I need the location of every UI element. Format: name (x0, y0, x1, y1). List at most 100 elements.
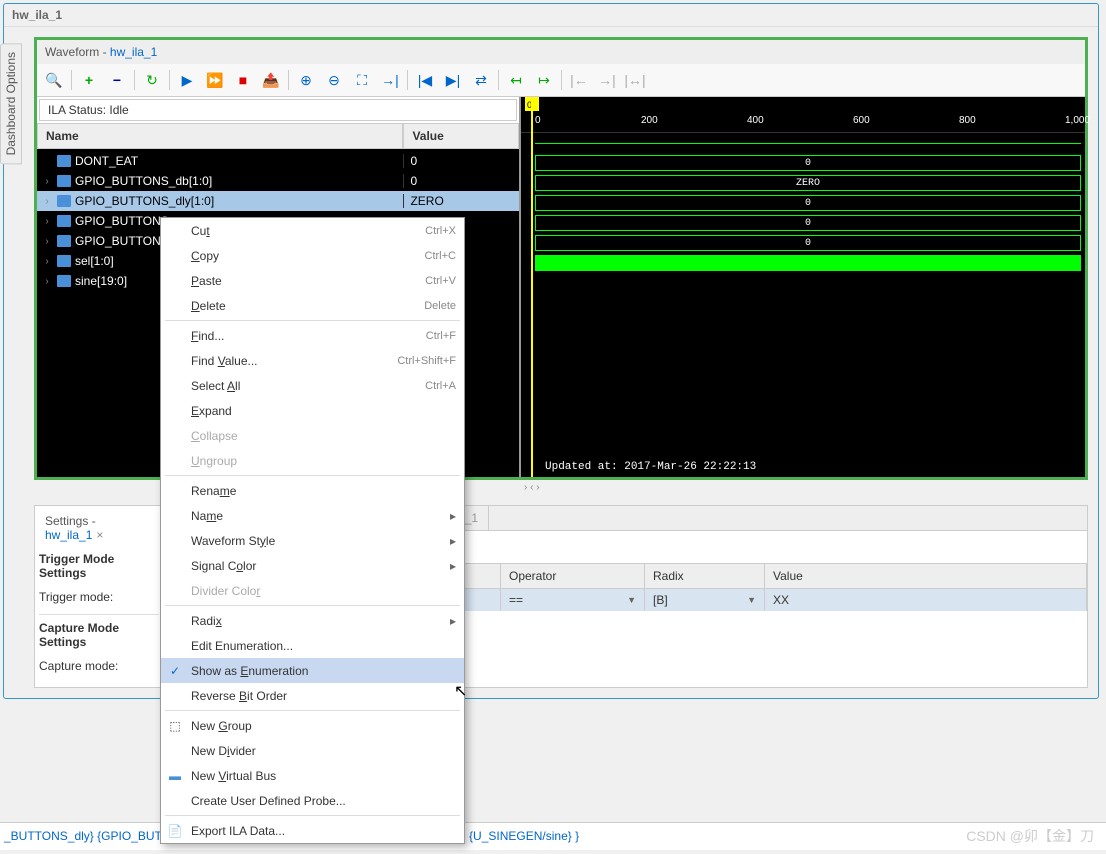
menu-item[interactable]: CutCtrl+X (161, 218, 464, 243)
menu-item: Divider Color (161, 578, 464, 603)
zoom-fit-icon[interactable]: ⛶ (349, 68, 375, 92)
menu-item[interactable]: PasteCtrl+V (161, 268, 464, 293)
menu-item[interactable]: Create User Defined Probe... (161, 788, 464, 813)
last-icon[interactable]: ▶| (440, 68, 466, 92)
menu-label: Radix (191, 614, 222, 628)
close-icon[interactable]: × (96, 528, 103, 542)
menu-item[interactable]: Signal Color▸ (161, 553, 464, 578)
swap-icon[interactable]: ⇄ (468, 68, 494, 92)
menu-separator (165, 475, 460, 476)
menu-item[interactable]: Rename (161, 478, 464, 503)
zoom-in-icon[interactable]: ⊕ (293, 68, 319, 92)
menu-label: Find... (191, 329, 224, 343)
ruler-tick: 800 (959, 115, 976, 126)
signal-value: 0 (403, 174, 515, 188)
expand-icon[interactable]: › (41, 276, 53, 287)
cell-value[interactable]: XX (765, 589, 1087, 611)
expand-icon[interactable]: › (41, 216, 53, 227)
marker-prev-icon[interactable]: ↤ (503, 68, 529, 92)
menu-item[interactable]: Expand (161, 398, 464, 423)
window-title: hw_ila_1 (4, 4, 1098, 27)
menu-item[interactable]: ✓Show as Enumeration (161, 658, 464, 683)
cell-radix[interactable]: [B]▼ (645, 589, 765, 611)
signal-icon (57, 155, 71, 167)
measure-icon[interactable]: |↔| (622, 68, 648, 92)
menu-label: Export ILA Data... (191, 824, 285, 838)
export-icon[interactable]: 📤 (258, 68, 284, 92)
submenu-arrow-icon: ▸ (450, 534, 456, 548)
first-icon[interactable]: |◀ (412, 68, 438, 92)
col-operator[interactable]: Operator (501, 564, 645, 588)
signal-icon (57, 195, 71, 207)
trigger-mode-heading: Trigger Mode Settings (39, 552, 159, 580)
fast-forward-icon[interactable]: ⏩ (202, 68, 228, 92)
menu-item[interactable]: Select AllCtrl+A (161, 373, 464, 398)
submenu-arrow-icon: ▸ (450, 509, 456, 523)
signal-icon (57, 235, 71, 247)
menu-item[interactable]: CopyCtrl+C (161, 243, 464, 268)
signal-row[interactable]: DONT_EAT0 (37, 151, 519, 171)
menu-label: Show as Enumeration (191, 664, 308, 678)
menu-item[interactable]: Find Value...Ctrl+Shift+F (161, 348, 464, 373)
menu-item[interactable]: Name▸ (161, 503, 464, 528)
ruler-tick: 1,000 (1065, 115, 1090, 126)
marker-next-icon[interactable]: ↦ (531, 68, 557, 92)
signal-row[interactable]: ›GPIO_BUTTONS_dly[1:0]ZERO (37, 191, 519, 211)
search-icon[interactable]: 🔍 (41, 68, 67, 92)
signal-icon (57, 175, 71, 187)
menu-item[interactable]: Edit Enumeration... (161, 633, 464, 658)
zoom-out-icon[interactable]: ⊖ (321, 68, 347, 92)
menu-item[interactable]: Find...Ctrl+F (161, 323, 464, 348)
wave-tracks: 0ZERO000 (521, 133, 1085, 273)
col-radix[interactable]: Radix (645, 564, 765, 588)
col-value[interactable]: Value (765, 564, 1087, 588)
menu-item[interactable]: DeleteDelete (161, 293, 464, 318)
chevron-down-icon[interactable]: ▼ (747, 595, 756, 605)
signal-row[interactable]: ›GPIO_BUTTONS_db[1:0]0 (37, 171, 519, 191)
expand-icon[interactable]: › (41, 176, 53, 187)
signal-name: DONT_EAT (75, 154, 138, 168)
stop-icon[interactable]: ■ (230, 68, 256, 92)
refresh-icon[interactable]: ↻ (139, 68, 165, 92)
menu-label: Reverse Bit Order (191, 689, 287, 703)
menu-label: Copy (191, 249, 219, 263)
menu-label: Edit Enumeration... (191, 639, 293, 653)
trigger-mode-row: Trigger mode: (39, 586, 159, 608)
wave-track: ZERO (521, 173, 1085, 193)
waveform-toolbar: 🔍 + − ↻ ▶ ⏩ ■ 📤 ⊕ ⊖ ⛶ →| |◀ ▶| ⇄ ↤ ↦ |← … (37, 64, 1085, 97)
play-icon[interactable]: ▶ (174, 68, 200, 92)
ruler-tick: 600 (853, 115, 870, 126)
value-column-header[interactable]: Value (403, 123, 519, 149)
menu-item[interactable]: New Divider (161, 738, 464, 763)
add-icon[interactable]: + (76, 68, 102, 92)
ruler-tick: 400 (747, 115, 764, 126)
waveform-area[interactable]: 0 02004006008001,000 0ZERO000 Updated at… (521, 97, 1085, 477)
dashboard-options-tab[interactable]: Dashboard Options (0, 43, 22, 164)
menu-item[interactable]: ⬚New Group (161, 713, 464, 738)
settings-tab[interactable]: Settings - hw_ila_1× (39, 510, 159, 546)
expand-icon[interactable]: › (41, 196, 53, 207)
menu-item[interactable]: 📄Export ILA Data... (161, 818, 464, 843)
cursor-prev-icon[interactable]: |← (566, 68, 592, 92)
cursor-line[interactable] (531, 97, 533, 477)
waveform-title-link[interactable]: hw_ila_1 (110, 45, 157, 59)
ruler-tick: 200 (641, 115, 658, 126)
cursor-next-icon[interactable]: →| (594, 68, 620, 92)
wave-track: 0 (521, 193, 1085, 213)
chevron-down-icon[interactable]: ▼ (627, 595, 636, 605)
menu-item: Collapse (161, 423, 464, 448)
menu-item[interactable]: Waveform Style▸ (161, 528, 464, 553)
signal-icon (57, 275, 71, 287)
remove-icon[interactable]: − (104, 68, 130, 92)
expand-icon[interactable]: › (41, 236, 53, 247)
signal-name: GPIO_BUTTONS (75, 234, 169, 248)
name-column-header[interactable]: Name (37, 123, 403, 149)
menu-item[interactable]: Reverse Bit Order (161, 683, 464, 708)
expand-icon[interactable]: › (41, 256, 53, 267)
menu-item[interactable]: Radix▸ (161, 608, 464, 633)
capture-mode-heading: Capture Mode Settings (39, 621, 159, 649)
ila-status: ILA Status: Idle (39, 99, 517, 121)
cell-operator[interactable]: ==▼ (501, 589, 645, 611)
goto-icon[interactable]: →| (377, 68, 403, 92)
menu-item[interactable]: ▬New Virtual Bus (161, 763, 464, 788)
